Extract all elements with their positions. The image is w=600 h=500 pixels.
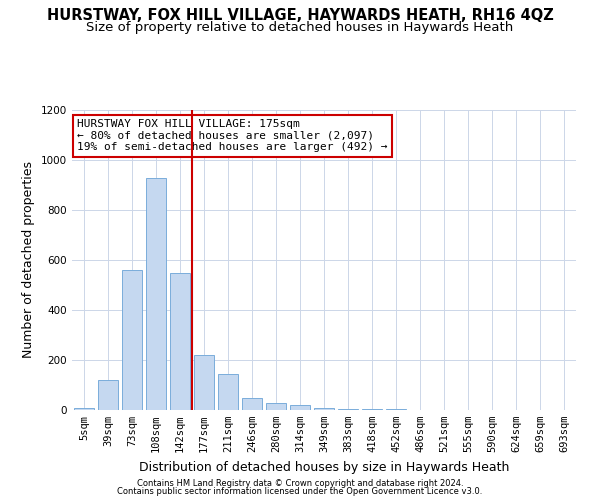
Bar [170,272,190,410]
Bar [122,270,142,410]
Bar [266,402,286,410]
Bar [218,374,238,410]
Text: HURSTWAY FOX HILL VILLAGE: 175sqm
← 80% of detached houses are smaller (2,097)
1: HURSTWAY FOX HILL VILLAGE: 175sqm ← 80% … [77,119,388,152]
Text: Contains HM Land Registry data © Crown copyright and database right 2024.: Contains HM Land Registry data © Crown c… [137,478,463,488]
Bar [362,409,382,410]
Bar [194,355,214,410]
Bar [74,408,94,410]
Y-axis label: Number of detached properties: Number of detached properties [22,162,35,358]
Bar [338,409,358,410]
Bar [242,398,262,410]
Text: Contains public sector information licensed under the Open Government Licence v3: Contains public sector information licen… [118,487,482,496]
Text: Size of property relative to detached houses in Haywards Heath: Size of property relative to detached ho… [86,21,514,34]
Bar [386,409,406,410]
X-axis label: Distribution of detached houses by size in Haywards Heath: Distribution of detached houses by size … [139,460,509,473]
Bar [314,408,334,410]
Bar [290,405,310,410]
Bar [98,380,118,410]
Text: HURSTWAY, FOX HILL VILLAGE, HAYWARDS HEATH, RH16 4QZ: HURSTWAY, FOX HILL VILLAGE, HAYWARDS HEA… [47,8,553,22]
Bar [146,178,166,410]
